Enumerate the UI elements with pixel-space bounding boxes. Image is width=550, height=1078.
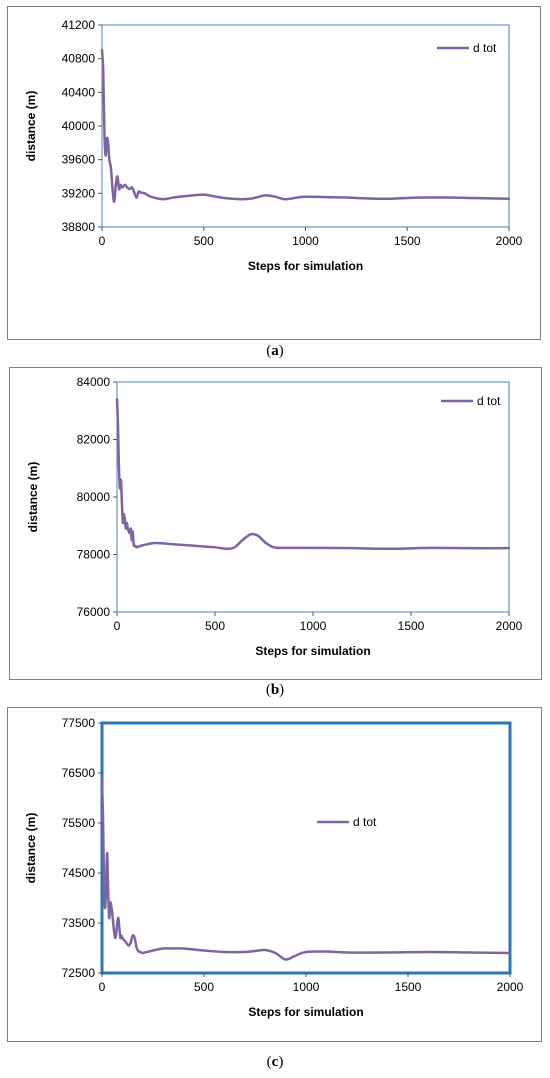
chart-panel-a: 38800 39200 39600 40000 40400 40800 41200 0 500 1… <box>7 6 541 340</box>
x-tick-label: 2000 <box>496 234 523 248</box>
x-tick-label: 0 <box>99 234 106 248</box>
caption-b: (b) <box>0 682 550 699</box>
legend-label: d tot <box>473 41 497 55</box>
caption-b-close: ) <box>279 682 285 698</box>
caption-c-close: ) <box>278 1054 284 1070</box>
y-axis-label: distance (m) <box>26 462 40 533</box>
y-tick-label: 38800 <box>62 220 96 234</box>
series-line-1 <box>100 776 512 961</box>
caption-c-letter: c <box>271 1054 279 1070</box>
y-tick-label: 74500 <box>62 866 96 880</box>
chart-panel-b: 76000 78000 80000 82000 84000 0 500 1000 1500 200… <box>9 367 542 680</box>
y-tick-label: 75500 <box>62 816 96 830</box>
x-axis-label: Steps for simulation <box>248 1005 363 1019</box>
y-axis-label: distance (m) <box>24 91 38 162</box>
x-tick-label: 1000 <box>293 980 320 994</box>
x-tick-label: 1000 <box>300 619 327 633</box>
y-tick-label: 82000 <box>77 433 111 447</box>
y-tick-label: 39200 <box>62 186 96 200</box>
y-tick-label: 77500 <box>62 716 96 730</box>
caption-a-open: ( <box>266 343 272 359</box>
caption-a: (a) <box>0 343 550 360</box>
x-axis-label: Steps for simulation <box>255 644 370 658</box>
x-tick-label: 2000 <box>496 619 523 633</box>
x-tick-label: 500 <box>194 980 214 994</box>
y-tick-label: 40800 <box>62 52 96 66</box>
panel-border <box>9 367 542 680</box>
y-tick-label: 40400 <box>62 85 96 99</box>
caption-a-letter: a <box>271 343 279 359</box>
chart-c: 72500 73500 74500 75500 76500 77500 0 500 1000 15… <box>7 707 542 1042</box>
x-axis-label: Steps for simulation <box>248 259 363 273</box>
caption-b-open: ( <box>265 682 271 698</box>
y-tick-label: 76000 <box>77 605 111 619</box>
chart-a: 38800 39200 39600 40000 40400 40800 41200 0 500 1… <box>7 6 541 340</box>
x-tick-label: 500 <box>194 234 214 248</box>
x-tick-label: 0 <box>99 980 106 994</box>
caption-c: (c) <box>0 1054 550 1071</box>
x-tick-label: 0 <box>114 619 121 633</box>
y-tick-label: 39600 <box>62 153 96 167</box>
y-tick-label: 80000 <box>77 490 111 504</box>
caption-b-letter: b <box>270 682 280 698</box>
series-line-1 <box>100 49 511 204</box>
x-tick-label: 1500 <box>394 234 421 248</box>
series-line-1 <box>115 398 511 551</box>
panel-border <box>7 707 542 1042</box>
legend-label: d tot <box>477 394 501 408</box>
x-tick-label: 2000 <box>497 980 524 994</box>
caption-c-open: ( <box>266 1054 272 1070</box>
x-tick-label: 500 <box>205 619 225 633</box>
y-tick-label: 41200 <box>62 18 96 32</box>
x-tick-label: 1000 <box>292 234 319 248</box>
chart-b: 76000 78000 80000 82000 84000 0 500 1000 1500 200… <box>9 367 542 680</box>
x-tick-label: 1500 <box>398 619 425 633</box>
chart-panel-c: 72500 73500 74500 75500 76500 77500 0 500 1000 15… <box>7 707 542 1042</box>
y-tick-label: 72500 <box>62 966 96 980</box>
legend-label: d tot <box>353 815 377 829</box>
y-tick-label: 73500 <box>62 916 96 930</box>
y-axis-label: distance (m) <box>24 813 38 884</box>
panel-border <box>7 6 541 340</box>
y-tick-label: 84000 <box>77 375 111 389</box>
caption-a-close: ) <box>278 343 284 359</box>
x-tick-label: 1500 <box>395 980 422 994</box>
y-tick-label: 40000 <box>62 119 96 133</box>
y-tick-label: 76500 <box>62 766 96 780</box>
y-tick-label: 78000 <box>77 548 111 562</box>
